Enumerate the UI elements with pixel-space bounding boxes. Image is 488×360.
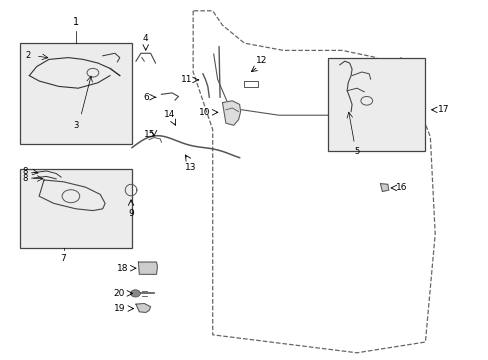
Text: 15: 15 xyxy=(144,130,156,139)
Text: 12: 12 xyxy=(255,56,267,65)
Text: 11: 11 xyxy=(180,76,192,85)
Text: 3: 3 xyxy=(73,121,78,130)
Circle shape xyxy=(130,290,140,297)
Text: 16: 16 xyxy=(395,184,407,192)
Text: 19: 19 xyxy=(114,304,125,313)
Bar xyxy=(327,58,425,151)
Text: 7: 7 xyxy=(61,254,66,263)
Text: 8: 8 xyxy=(22,174,28,183)
Text: 5: 5 xyxy=(354,147,359,156)
Text: 1: 1 xyxy=(73,17,79,27)
Polygon shape xyxy=(138,262,157,274)
Polygon shape xyxy=(380,184,388,192)
Text: 8: 8 xyxy=(22,167,28,176)
Text: 6: 6 xyxy=(143,93,149,102)
Text: 20: 20 xyxy=(113,289,124,298)
Text: 14: 14 xyxy=(163,110,175,119)
Text: 17: 17 xyxy=(437,105,448,114)
Bar xyxy=(20,169,132,248)
Text: 10: 10 xyxy=(198,108,210,117)
Text: 9: 9 xyxy=(128,209,134,218)
Text: 13: 13 xyxy=(184,163,196,172)
Text: 4: 4 xyxy=(142,34,148,43)
Text: 2: 2 xyxy=(25,51,31,60)
Polygon shape xyxy=(136,303,150,312)
Bar xyxy=(20,43,132,144)
Polygon shape xyxy=(222,101,240,125)
Text: 18: 18 xyxy=(116,264,128,273)
